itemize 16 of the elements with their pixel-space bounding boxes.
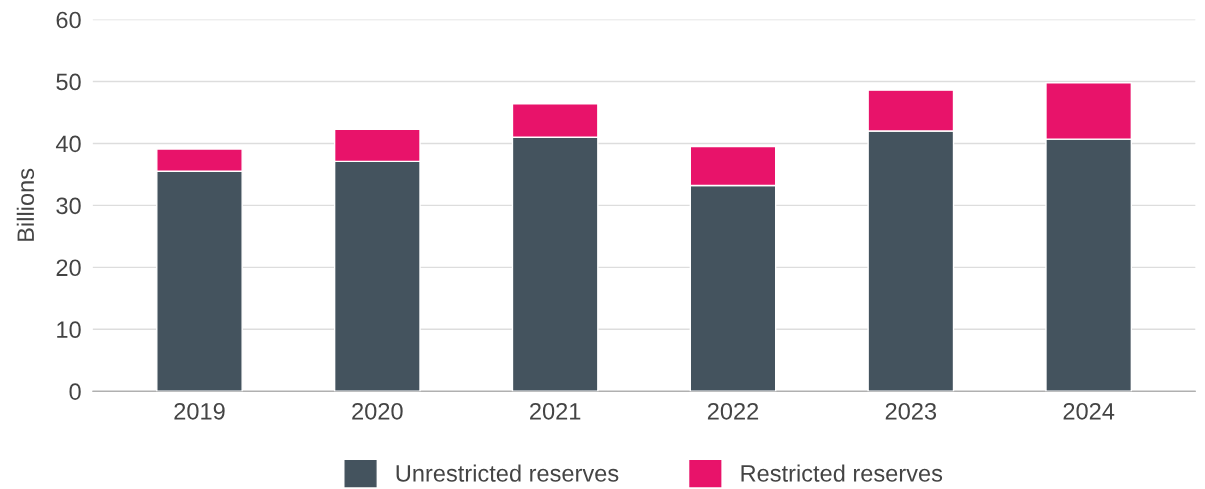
x-tick-label: 2023 xyxy=(885,402,937,420)
y-tick-label: 0 xyxy=(69,383,81,400)
x-tick-label: 2022 xyxy=(707,402,759,420)
x-tick-label: 2024 xyxy=(1063,402,1115,420)
x-tick-label: 2019 xyxy=(174,402,225,420)
y-tick-label: 50 xyxy=(56,73,81,91)
legend-label: Unrestricted reserves xyxy=(396,464,619,482)
y-axis-title: Billions xyxy=(16,168,35,241)
x-tick-label: 2021 xyxy=(530,402,581,420)
y-tick-label: 60 xyxy=(56,11,81,29)
y-tick-label: 40 xyxy=(55,135,81,153)
y-tick-label: 20 xyxy=(56,259,81,277)
y-tick-label: 10 xyxy=(57,321,81,339)
x-tick-label: 2020 xyxy=(352,402,403,420)
legend-label: Restricted reserves xyxy=(741,464,943,482)
y-tick-label: 30 xyxy=(56,197,81,215)
